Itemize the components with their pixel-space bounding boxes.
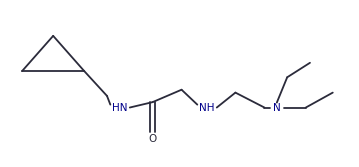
Text: O: O	[149, 134, 157, 144]
Text: NH: NH	[199, 103, 214, 113]
Text: N: N	[273, 103, 281, 113]
Text: HN: HN	[112, 103, 127, 113]
